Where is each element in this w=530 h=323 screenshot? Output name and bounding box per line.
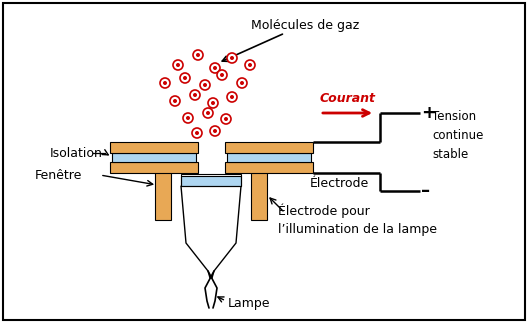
Circle shape	[170, 96, 180, 106]
Text: Molécules de gaz: Molécules de gaz	[251, 18, 359, 32]
Circle shape	[213, 66, 217, 70]
Circle shape	[240, 81, 244, 85]
Circle shape	[203, 108, 213, 118]
Bar	[110, 162, 198, 173]
Bar	[251, 152, 267, 220]
Text: Fenêtre: Fenêtre	[35, 169, 82, 182]
Text: Électrode: Électrode	[310, 176, 369, 190]
Circle shape	[163, 81, 167, 85]
Bar	[110, 142, 198, 153]
Circle shape	[200, 80, 210, 90]
Circle shape	[193, 50, 203, 60]
Polygon shape	[181, 186, 241, 278]
Circle shape	[180, 73, 190, 83]
Text: +: +	[421, 104, 436, 122]
Circle shape	[195, 131, 199, 135]
Circle shape	[237, 78, 247, 88]
Circle shape	[160, 78, 170, 88]
Text: Courant: Courant	[320, 92, 376, 105]
Circle shape	[196, 53, 200, 57]
Circle shape	[210, 63, 220, 73]
Circle shape	[192, 128, 202, 138]
Circle shape	[210, 126, 220, 136]
Bar	[181, 174, 241, 186]
Circle shape	[213, 129, 217, 133]
Circle shape	[220, 73, 224, 77]
Bar	[181, 176, 241, 186]
Circle shape	[203, 83, 207, 87]
Circle shape	[224, 117, 228, 121]
Text: Tension
continue
stable: Tension continue stable	[432, 109, 483, 161]
Circle shape	[248, 63, 252, 67]
Circle shape	[186, 116, 190, 120]
Bar	[225, 142, 313, 153]
Circle shape	[208, 98, 218, 108]
Circle shape	[217, 70, 227, 80]
Circle shape	[230, 95, 234, 99]
Circle shape	[245, 60, 255, 70]
Circle shape	[173, 60, 183, 70]
Bar	[225, 162, 313, 173]
Circle shape	[190, 90, 200, 100]
Circle shape	[183, 113, 193, 123]
Circle shape	[211, 101, 215, 105]
Circle shape	[176, 63, 180, 67]
Text: Lampe: Lampe	[228, 297, 270, 309]
Text: –: –	[421, 182, 430, 200]
Circle shape	[221, 114, 231, 124]
Circle shape	[193, 93, 197, 97]
Circle shape	[206, 111, 210, 115]
Circle shape	[227, 53, 237, 63]
Bar	[112, 153, 196, 162]
Text: Isolation: Isolation	[50, 147, 103, 160]
Circle shape	[230, 56, 234, 60]
Circle shape	[173, 99, 177, 103]
Text: Électrode pour
l’illumination de la lampe: Électrode pour l’illumination de la lamp…	[278, 204, 437, 236]
FancyBboxPatch shape	[3, 3, 525, 320]
Circle shape	[227, 92, 237, 102]
Bar	[227, 153, 311, 162]
Bar	[155, 152, 171, 220]
Circle shape	[183, 76, 187, 80]
